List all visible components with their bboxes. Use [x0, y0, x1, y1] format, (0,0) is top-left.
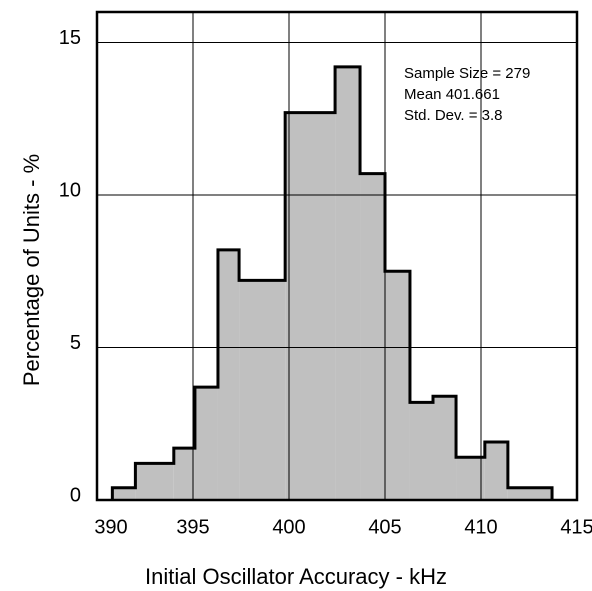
y-tick-label: 10 [59, 179, 81, 201]
bar [217, 249, 240, 500]
x-axis-title: Initial Oscillator Accuracy - kHz [145, 564, 447, 589]
y-axis-title: Percentage of Units - % [19, 154, 44, 386]
bar [409, 402, 433, 500]
bar [135, 463, 174, 500]
bar [385, 271, 410, 500]
x-tick-label: 410 [464, 516, 497, 538]
bar [194, 387, 218, 500]
bar [335, 66, 361, 501]
bar [456, 457, 485, 500]
x-tick-label: 395 [176, 516, 209, 538]
bar [433, 396, 457, 500]
bar [173, 448, 195, 500]
plot-frame [95, 10, 579, 502]
bar [239, 280, 286, 500]
bar [507, 487, 553, 500]
y-tick-label: 15 [59, 27, 81, 49]
bar [112, 487, 136, 500]
annotation: Std. Dev. = 3.8 [404, 107, 503, 124]
x-tick-label: 390 [94, 516, 127, 538]
x-tick-label: 405 [368, 516, 401, 538]
annotation: Sample Size = 279 [404, 65, 530, 82]
bar [484, 442, 508, 500]
y-tick-label: 0 [70, 484, 81, 506]
bar [360, 173, 385, 500]
x-tick-label: 415 [560, 516, 592, 538]
y-tick-label: 5 [70, 332, 81, 354]
bar [285, 112, 336, 501]
x-tick-label: 400 [272, 516, 305, 538]
histogram-outline [110, 65, 554, 500]
annotation: Mean 401.661 [404, 86, 500, 103]
